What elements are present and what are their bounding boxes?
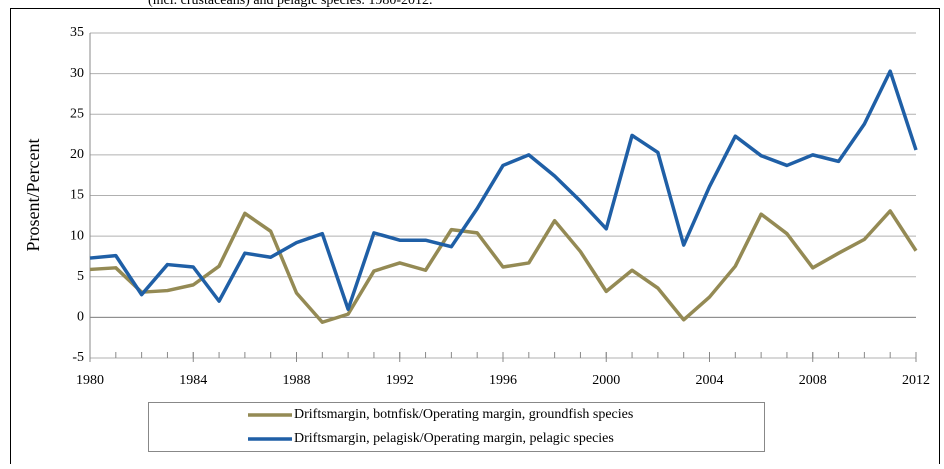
x-tick-label: 1996 xyxy=(489,373,517,388)
series-line xyxy=(89,69,918,311)
y-tick-label: 15 xyxy=(70,188,84,203)
y-tick-label: 25 xyxy=(70,106,84,121)
chart-title: (incl. crustaceans) and pelagic species.… xyxy=(148,0,433,8)
x-tick-label: 1980 xyxy=(76,373,104,388)
x-tick-label: 2000 xyxy=(592,373,620,388)
legend-box xyxy=(148,402,765,452)
y-tick-label: 20 xyxy=(70,147,84,162)
x-tick-label: 2012 xyxy=(902,373,930,388)
x-tick-label: 1988 xyxy=(283,373,311,388)
y-tick-label: 35 xyxy=(70,25,84,40)
x-tick-label: 1984 xyxy=(179,373,207,388)
y-tick-label: 10 xyxy=(70,228,84,243)
y-tick-label: 30 xyxy=(70,66,84,81)
legend-label: Driftsmargin, botnfisk/Operating margin,… xyxy=(294,407,633,422)
y-tick-label: 0 xyxy=(77,310,84,325)
y-tick-label: 5 xyxy=(77,269,84,284)
x-tick-label: 2004 xyxy=(696,373,724,388)
x-tick-label: 2008 xyxy=(799,373,827,388)
legend-label: Driftsmargin, pelagisk/Operating margin,… xyxy=(294,431,614,446)
y-tick-label: -5 xyxy=(72,350,84,365)
series-line xyxy=(89,209,918,324)
y-axis-label: Prosent/Percent xyxy=(23,139,43,252)
x-tick-label: 1992 xyxy=(386,373,414,388)
